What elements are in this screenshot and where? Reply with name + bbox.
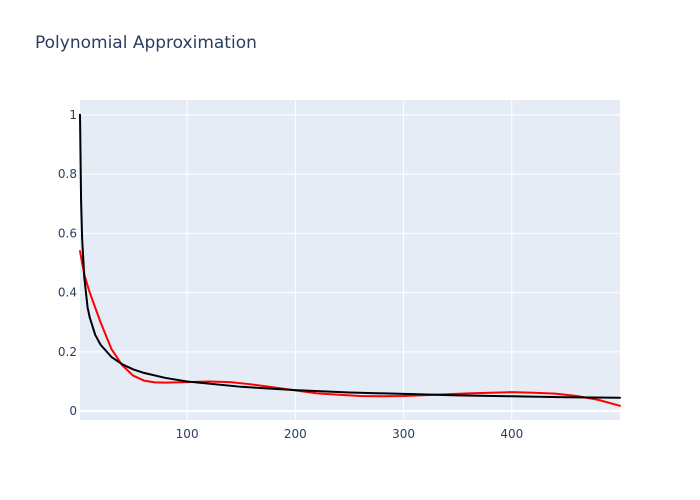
chart-title: Polynomial Approximation [35, 33, 257, 53]
grid-layer [80, 100, 620, 420]
series-layer [79, 113, 621, 407]
x-tick-label: 400 [500, 427, 523, 441]
tick-layer: 100 200 300 400 0 0.2 0.4 0.6 0.8 1 [58, 108, 523, 441]
y-tick-label: 0.2 [58, 345, 77, 359]
series-line-2 [79, 113, 621, 399]
y-tick-label: 0 [69, 404, 77, 418]
plot-background [80, 100, 620, 420]
y-tick-label: 0.8 [58, 167, 77, 181]
y-tick-label: 1 [69, 108, 77, 122]
y-tick-label: 0.4 [58, 286, 77, 300]
x-tick-label: 200 [284, 427, 307, 441]
y-tick-label: 0.6 [58, 226, 77, 240]
x-tick-label: 300 [392, 427, 415, 441]
x-tick-label: 100 [176, 427, 199, 441]
